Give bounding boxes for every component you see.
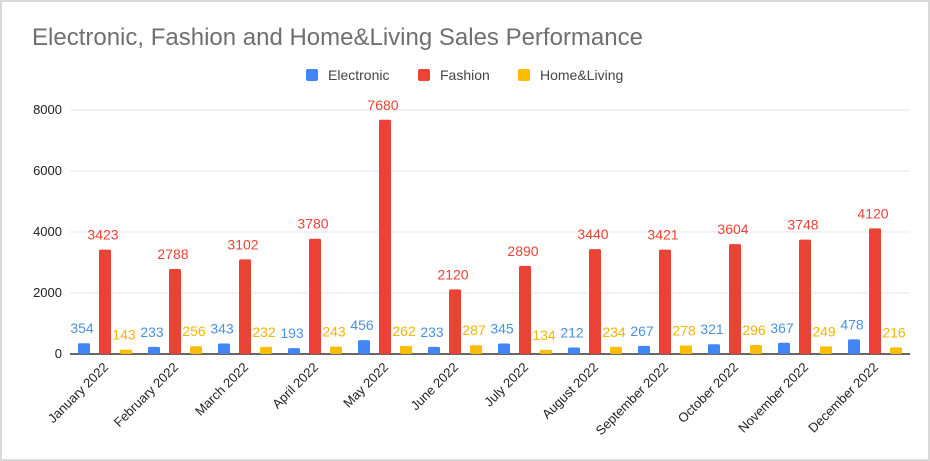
x-tick-label-april-2022: April 2022 (269, 360, 321, 412)
x-tick-label-august-2022: August 2022 (539, 360, 601, 422)
bar-home-living-may-2022 (400, 346, 412, 354)
x-tick-label-november-2022: November 2022 (735, 360, 811, 436)
data-label-fashion-october-2022: 3604 (717, 221, 748, 237)
bar-fashion-july-2022 (519, 265, 531, 354)
bar-fashion-february-2022 (169, 268, 181, 354)
bar-home-living-june-2022 (470, 345, 482, 354)
bar-home-living-september-2022 (680, 345, 692, 354)
data-label-electronic-july-2022: 345 (490, 320, 514, 336)
data-label-fashion-march-2022: 3102 (227, 236, 258, 252)
data-label-home-living-august-2022: 234 (602, 324, 626, 340)
bar-electronic-october-2022 (708, 344, 720, 354)
bar-fashion-january-2022 (99, 249, 111, 354)
data-label-fashion-december-2022: 4120 (857, 205, 888, 221)
bar-fashion-march-2022 (239, 259, 251, 354)
data-label-fashion-may-2022: 7680 (367, 97, 398, 113)
bar-home-living-august-2022 (610, 346, 622, 354)
legend-label-home-living: Home&Living (540, 67, 623, 83)
bar-fashion-october-2022 (729, 244, 741, 354)
bar-electronic-march-2022 (218, 343, 230, 354)
data-label-fashion-january-2022: 3423 (87, 227, 118, 243)
data-label-home-living-may-2022: 262 (392, 323, 416, 339)
bar-fashion-december-2022 (869, 228, 881, 354)
data-label-electronic-december-2022: 478 (840, 316, 864, 332)
data-label-electronic-january-2022: 354 (70, 320, 94, 336)
data-label-electronic-february-2022: 233 (140, 324, 164, 340)
bar-electronic-july-2022 (498, 343, 510, 354)
bar-home-living-december-2022 (890, 347, 902, 354)
x-tick-label-march-2022: March 2022 (192, 360, 251, 419)
data-label-home-living-july-2022: 134 (532, 327, 556, 343)
x-tick-label-february-2022: February 2022 (111, 360, 181, 430)
x-tick-label-june-2022: June 2022 (408, 360, 462, 414)
bar-home-living-july-2022 (540, 349, 552, 354)
bar-electronic-september-2022 (638, 345, 650, 354)
data-label-home-living-january-2022: 143 (112, 327, 136, 343)
legend-swatch-home-living (518, 69, 530, 81)
data-label-home-living-march-2022: 232 (252, 324, 276, 340)
data-label-home-living-december-2022: 216 (882, 324, 906, 340)
legend-swatch-fashion (418, 69, 430, 81)
data-label-fashion-november-2022: 3748 (787, 217, 818, 233)
data-label-fashion-july-2022: 2890 (507, 243, 538, 259)
x-tick-label-july-2022: July 2022 (481, 360, 531, 410)
data-label-fashion-february-2022: 2788 (157, 246, 188, 262)
data-label-fashion-june-2022: 2120 (437, 266, 468, 282)
data-label-electronic-march-2022: 343 (210, 321, 234, 337)
legend-label-fashion: Fashion (440, 67, 490, 83)
data-label-electronic-august-2022: 212 (560, 325, 584, 341)
x-tick-label-january-2022: January 2022 (45, 360, 111, 426)
bar-fashion-september-2022 (659, 249, 671, 354)
bar-home-living-february-2022 (190, 346, 202, 354)
data-label-fashion-april-2022: 3780 (297, 216, 328, 232)
data-label-electronic-november-2022: 367 (770, 320, 794, 336)
bar-electronic-june-2022 (428, 346, 440, 354)
data-label-home-living-september-2022: 278 (672, 323, 696, 339)
bar-electronic-january-2022 (78, 343, 90, 354)
x-tick-label-october-2022: October 2022 (675, 360, 741, 426)
x-tick-label-may-2022: May 2022 (340, 360, 391, 411)
data-label-electronic-october-2022: 321 (700, 321, 724, 337)
y-tick-label-2000: 2000 (33, 285, 62, 300)
data-label-home-living-february-2022: 256 (182, 323, 206, 339)
data-label-home-living-april-2022: 243 (322, 324, 346, 340)
chart-title: Electronic, Fashion and Home&Living Sale… (32, 24, 643, 51)
bar-home-living-march-2022 (260, 346, 272, 354)
data-label-electronic-may-2022: 456 (350, 317, 374, 333)
y-tick-label-4000: 4000 (33, 224, 62, 239)
data-label-electronic-april-2022: 193 (280, 325, 304, 341)
data-label-home-living-june-2022: 287 (462, 322, 486, 338)
bar-home-living-april-2022 (330, 346, 342, 354)
bar-electronic-april-2022 (288, 348, 300, 354)
bar-electronic-may-2022 (358, 340, 370, 354)
bar-home-living-october-2022 (750, 344, 762, 354)
legend-swatch-electronic (306, 69, 318, 81)
bar-home-living-january-2022 (120, 349, 132, 354)
bar-electronic-november-2022 (778, 342, 790, 354)
y-tick-label-8000: 8000 (33, 102, 62, 117)
bar-electronic-december-2022 (848, 339, 860, 354)
bar-fashion-august-2022 (589, 249, 601, 354)
x-tick-label-september-2022: September 2022 (593, 360, 672, 439)
x-tick-label-december-2022: December 2022 (805, 360, 881, 436)
bar-electronic-august-2022 (568, 347, 580, 354)
data-label-electronic-june-2022: 233 (420, 324, 444, 340)
bar-fashion-june-2022 (449, 289, 461, 354)
legend-label-electronic: Electronic (328, 67, 389, 83)
bar-fashion-may-2022 (379, 119, 391, 354)
bar-electronic-february-2022 (148, 346, 160, 354)
data-label-home-living-october-2022: 296 (742, 322, 766, 338)
data-label-home-living-november-2022: 249 (812, 323, 836, 339)
data-label-fashion-september-2022: 3421 (647, 227, 678, 243)
bar-home-living-november-2022 (820, 346, 832, 354)
y-tick-label-6000: 6000 (33, 163, 62, 178)
data-label-fashion-august-2022: 3440 (577, 226, 608, 242)
y-tick-label-0: 0 (55, 346, 62, 361)
data-label-electronic-september-2022: 267 (630, 323, 654, 339)
bar-fashion-november-2022 (799, 239, 811, 354)
bar-fashion-april-2022 (309, 238, 321, 354)
